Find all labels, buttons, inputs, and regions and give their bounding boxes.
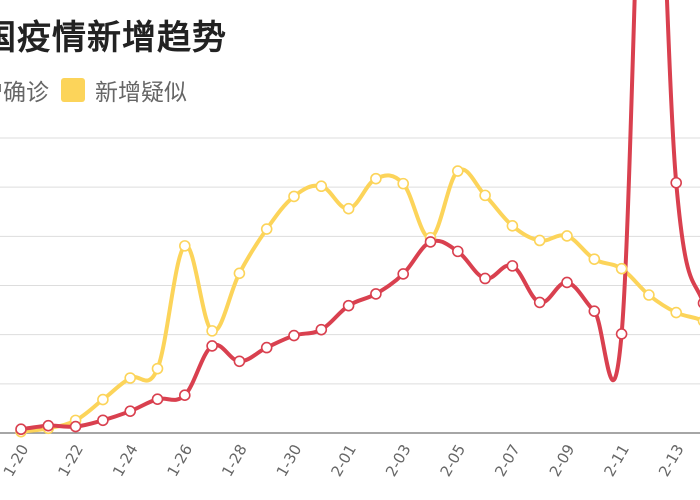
data-point-1-4 xyxy=(124,372,136,384)
data-point-1-13 xyxy=(370,172,382,185)
data-point-0-17 xyxy=(479,272,491,285)
data-point-1-11 xyxy=(315,180,328,193)
data-point-0-20 xyxy=(561,276,573,289)
data-point-0-13 xyxy=(370,288,382,300)
x-tick-label: 1-20 xyxy=(0,441,32,479)
data-point-1-17 xyxy=(479,189,491,202)
x-tick-label: 2-13 xyxy=(655,441,688,479)
data-point-0-15 xyxy=(424,236,437,248)
data-point-1-10 xyxy=(288,190,300,203)
data-point-0-7 xyxy=(206,340,218,352)
data-point-0-24 xyxy=(670,176,683,189)
series-line-0 xyxy=(19,0,700,432)
legend-label-confirmed: 增确诊 xyxy=(0,80,49,106)
data-point-1-20 xyxy=(561,230,573,242)
data-point-1-5 xyxy=(151,362,164,375)
data-point-0-4 xyxy=(124,405,136,417)
data-point-0-5 xyxy=(151,393,164,405)
data-point-0-3 xyxy=(97,414,109,427)
data-point-1-8 xyxy=(233,267,246,280)
x-tick-label: 1-28 xyxy=(218,441,251,479)
data-point-1-22 xyxy=(615,262,628,275)
data-point-1-18 xyxy=(506,220,519,232)
data-point-0-2 xyxy=(69,420,82,433)
data-point-1-14 xyxy=(397,177,410,190)
x-tick-label: 2-07 xyxy=(491,441,524,479)
legend: 增确诊 新增疑似 xyxy=(0,72,187,108)
data-point-1-9 xyxy=(260,223,273,235)
data-point-0-19 xyxy=(533,296,546,309)
data-point-0-12 xyxy=(342,299,355,312)
legend-swatch-suspected xyxy=(61,78,85,102)
data-point-0-9 xyxy=(260,341,273,354)
data-point-0-16 xyxy=(451,245,464,258)
data-point-0-6 xyxy=(179,389,191,401)
data-point-1-12 xyxy=(342,202,355,215)
data-point-1-6 xyxy=(179,240,191,252)
x-tick-label: 2-11 xyxy=(600,441,633,479)
data-point-0-1 xyxy=(42,419,55,432)
data-point-1-16 xyxy=(451,165,464,177)
data-point-0-21 xyxy=(588,305,601,317)
data-point-1-24 xyxy=(670,306,683,319)
legend-label-suspected: 新增疑似 xyxy=(95,80,187,106)
legend-item-confirmed[interactable]: 增确诊 xyxy=(0,73,49,107)
data-point-0-8 xyxy=(233,355,246,368)
data-point-0-10 xyxy=(288,329,300,342)
x-tick-label: 2-01 xyxy=(327,441,360,479)
x-tick-label: 1-24 xyxy=(109,441,142,479)
data-point-0-18 xyxy=(506,260,519,272)
chart-title: 国疫情新增趋势 xyxy=(0,18,227,58)
x-tick-label: 1-30 xyxy=(273,441,306,479)
data-point-1-3 xyxy=(97,393,109,406)
x-tick-label: 2-09 xyxy=(546,441,579,479)
legend-item-suspected[interactable]: 新增疑似 xyxy=(61,73,187,107)
data-point-0-22 xyxy=(615,328,628,340)
data-point-0-11 xyxy=(315,323,328,336)
data-point-1-7 xyxy=(206,325,218,337)
data-point-0-0 xyxy=(15,423,27,436)
x-tick-label: 2-05 xyxy=(437,441,470,479)
x-tick-label: 1-26 xyxy=(164,441,197,479)
data-point-1-23 xyxy=(643,289,655,301)
x-tick-label: 1-22 xyxy=(54,441,87,479)
series-line-1 xyxy=(19,167,700,434)
data-point-1-21 xyxy=(588,253,601,265)
x-tick-label: 2-03 xyxy=(382,441,415,479)
data-point-0-14 xyxy=(397,268,410,280)
data-point-1-19 xyxy=(533,234,546,247)
